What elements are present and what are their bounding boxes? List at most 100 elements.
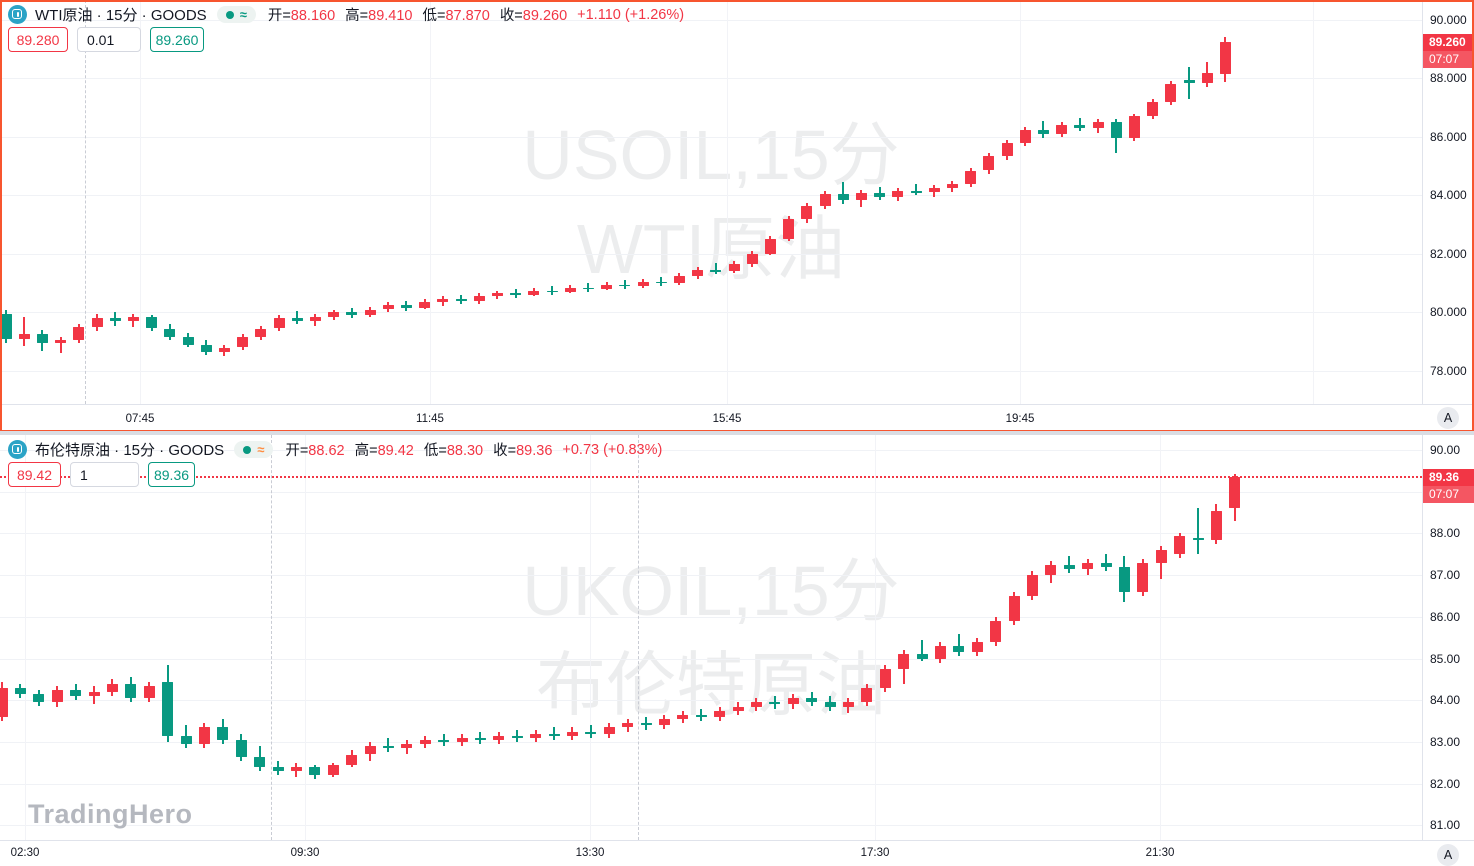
last-price-label: 89.36 07:07 <box>1423 468 1474 503</box>
candle-body <box>254 756 266 767</box>
watermark-line1: UKOIL,15分 <box>522 551 900 630</box>
time-gridline <box>140 0 141 404</box>
low-value: 88.30 <box>446 443 484 459</box>
candle-body <box>1110 122 1122 139</box>
candle-body <box>603 727 615 734</box>
price-gridline <box>0 825 1422 827</box>
price-tick-label: 85.00 <box>1430 651 1461 666</box>
candle-body <box>127 316 139 322</box>
high-label: 高= <box>354 443 378 459</box>
candle-body <box>1037 129 1049 134</box>
tradinghero-logo: TradingHero <box>28 799 193 829</box>
candle-body <box>750 702 762 707</box>
price-tick-label: 90.000 <box>1430 12 1467 27</box>
candle-body <box>382 305 394 310</box>
close-label: 收= <box>493 443 517 459</box>
candle-body <box>1174 535 1186 555</box>
candle-body <box>419 302 431 309</box>
auto-scale-button[interactable]: A <box>1437 844 1459 866</box>
chart-plot-area[interactable]: USOIL,15分 WTI原油 <box>0 0 1422 404</box>
candle-body <box>106 683 118 692</box>
time-tick-label: 21:30 <box>1145 847 1175 859</box>
chart-watermark: UKOIL,15分 布伦特原油 <box>0 435 1422 840</box>
candle-body <box>934 646 946 659</box>
candle-wick <box>23 316 26 347</box>
auto-scale-button[interactable]: A <box>1437 407 1459 429</box>
change-value: +1.110 (+1.26%) <box>577 6 685 23</box>
symbol-header: 布伦特原油 · 15分 · GOODS ≈ 开=88.62 高=89.42 低=… <box>8 439 662 460</box>
price-tick-label: 90.00 <box>1430 443 1461 457</box>
price-tick-label: 88.000 <box>1430 71 1467 86</box>
price-gridline <box>0 575 1422 577</box>
chart-plot-area[interactable]: UKOIL,15分 布伦特原油 TradingHero <box>0 435 1422 840</box>
price-tick-label: 84.00 <box>1430 693 1461 708</box>
price-tick-label: 86.000 <box>1430 129 1467 144</box>
bar-countdown: 07:07 <box>1423 485 1474 503</box>
candle-wick <box>714 262 717 275</box>
price-tick-label: 86.00 <box>1430 609 1461 624</box>
last-price-value: 89.260 <box>1429 35 1466 49</box>
change-value: +0.73 (+0.83%) <box>562 441 663 458</box>
candle-wick <box>551 286 553 295</box>
candle-body <box>677 714 689 720</box>
candle-body <box>946 183 958 189</box>
candle-body <box>419 739 431 745</box>
price-gridline <box>0 658 1422 660</box>
candle-body <box>1092 122 1104 129</box>
price-axis[interactable]: 89.260 07:07 90.000 88.000 86.000 84.000 82.… <box>1422 0 1474 404</box>
candle-body <box>655 281 667 284</box>
time-axis[interactable]: 07:45 11:45 15:45 19:45 <box>0 404 1474 432</box>
candle-body <box>237 337 249 348</box>
candle-body <box>200 344 212 352</box>
candle-body <box>1192 537 1204 540</box>
lot-size-field[interactable]: 1 <box>70 462 139 487</box>
candle-body <box>1219 41 1231 74</box>
candle-body <box>218 347 230 352</box>
price-axis[interactable]: 89.36 07:07 90.00 88.00 87.00 86.00 85.00 84.… <box>1422 435 1474 840</box>
candle-body <box>109 318 121 322</box>
candle-wick <box>296 311 299 325</box>
time-gridline <box>590 435 591 840</box>
open-value: 88.62 <box>308 443 345 459</box>
time-axis[interactable]: 02:30 09:30 13:30 17:30 21:30 <box>0 840 1474 865</box>
candle-body <box>1100 562 1112 567</box>
sell-price-button[interactable]: 89.42 <box>8 462 61 487</box>
open-value: 88.160 <box>290 8 336 24</box>
ohlc-readout: 开=88.160 高=89.410 低=87.870 收=89.260 +1.1… <box>268 4 684 25</box>
panel-separator[interactable] <box>0 431 1474 435</box>
candle-wick <box>773 696 776 709</box>
low-value: 87.870 <box>445 8 490 24</box>
candle-body <box>548 733 560 736</box>
symbol-logo-icon <box>8 5 27 24</box>
price-gridline <box>0 491 1422 493</box>
candle-body <box>18 334 30 339</box>
candle-body <box>91 318 103 328</box>
candle-body <box>528 290 540 295</box>
candle-body <box>640 723 652 726</box>
buy-price-button[interactable]: 89.36 <box>148 462 195 487</box>
buy-price-button[interactable]: 89.260 <box>150 27 204 52</box>
high-value: 89.42 <box>377 443 414 459</box>
time-tick-label: 07:45 <box>125 412 155 425</box>
symbol-title[interactable]: 布伦特原油 · 15分 · GOODS <box>35 442 225 459</box>
candle-body <box>585 731 597 734</box>
sell-price-button[interactable]: 89.280 <box>8 27 68 52</box>
candle-body <box>1074 125 1086 129</box>
symbol-title[interactable]: WTI原油 · 15分 · GOODS <box>35 7 207 24</box>
candle-body <box>673 275 685 284</box>
candle-body <box>1210 510 1222 540</box>
market-open-dot-icon <box>243 445 252 454</box>
candle-body <box>695 714 707 717</box>
price-gridline <box>0 742 1422 743</box>
price-gridline <box>0 533 1422 535</box>
candle-body <box>401 744 413 749</box>
candle-wick <box>387 737 390 753</box>
candle-body <box>732 706 744 711</box>
time-gridline <box>1020 0 1021 404</box>
candle-body <box>328 312 340 317</box>
lot-size-field[interactable]: 0.01 <box>77 27 141 52</box>
candle-body <box>953 646 965 653</box>
candle-body <box>1001 142 1013 156</box>
candle-wick <box>842 182 845 205</box>
time-gridline <box>1160 435 1161 840</box>
